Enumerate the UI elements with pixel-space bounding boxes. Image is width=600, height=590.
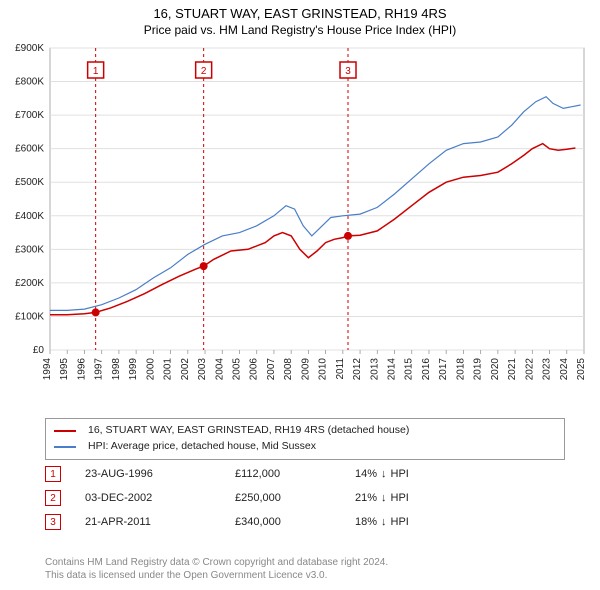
svg-text:£0: £0 xyxy=(33,345,45,356)
svg-text:2012: 2012 xyxy=(352,358,363,381)
transaction-row-2: 2 03-DEC-2002 £250,000 21% ↓ HPI xyxy=(45,486,565,510)
svg-text:2003: 2003 xyxy=(197,358,208,381)
transaction-table: 1 23-AUG-1996 £112,000 14% ↓ HPI 2 03-DE… xyxy=(45,462,565,534)
footnote-line1: Contains HM Land Registry data © Crown c… xyxy=(45,556,565,569)
svg-text:£300K: £300K xyxy=(15,244,44,255)
svg-text:2014: 2014 xyxy=(387,358,398,381)
svg-text:1: 1 xyxy=(93,66,99,77)
transaction-marker-1: 1 xyxy=(45,466,61,482)
svg-text:1997: 1997 xyxy=(94,358,105,381)
title-block: 16, STUART WAY, EAST GRINSTEAD, RH19 4RS… xyxy=(0,0,600,37)
svg-text:2023: 2023 xyxy=(542,358,553,381)
transaction-date-1: 23-AUG-1996 xyxy=(85,468,235,480)
svg-text:2019: 2019 xyxy=(473,358,484,381)
svg-text:2017: 2017 xyxy=(438,358,449,381)
svg-text:2: 2 xyxy=(201,66,207,77)
legend-swatch-property xyxy=(54,430,76,432)
transaction-diff-2: 21% ↓ HPI xyxy=(355,492,409,504)
svg-text:2022: 2022 xyxy=(524,358,535,381)
chart-area: £0 £100K £200K £300K £400K £500K £600K £700K £80… xyxy=(0,42,600,412)
svg-text:2001: 2001 xyxy=(163,358,174,381)
svg-text:£900K: £900K xyxy=(15,43,44,54)
legend-row-property: 16, STUART WAY, EAST GRINSTEAD, RH19 4RS… xyxy=(54,423,556,439)
svg-text:£500K: £500K xyxy=(15,177,44,188)
title-line1: 16, STUART WAY, EAST GRINSTEAD, RH19 4RS xyxy=(0,6,600,21)
svg-text:2020: 2020 xyxy=(490,358,501,381)
svg-text:2006: 2006 xyxy=(249,358,260,381)
transaction-date-3: 21-APR-2011 xyxy=(85,516,235,528)
svg-text:£600K: £600K xyxy=(15,144,44,155)
legend-label-property: 16, STUART WAY, EAST GRINSTEAD, RH19 4RS… xyxy=(88,423,409,439)
transaction-price-1: £112,000 xyxy=(235,468,355,480)
down-arrow-icon: ↓ xyxy=(381,516,387,528)
svg-text:2000: 2000 xyxy=(145,358,156,381)
svg-text:£200K: £200K xyxy=(15,278,44,289)
transaction-diff-1: 14% ↓ HPI xyxy=(355,468,409,480)
line-chart-svg: £0 £100K £200K £300K £400K £500K £600K £700K £80… xyxy=(0,42,600,412)
svg-text:£100K: £100K xyxy=(15,311,44,322)
svg-text:1998: 1998 xyxy=(111,358,122,381)
down-arrow-icon: ↓ xyxy=(381,468,387,480)
svg-text:2013: 2013 xyxy=(369,358,380,381)
svg-text:2004: 2004 xyxy=(214,358,225,381)
footnote: Contains HM Land Registry data © Crown c… xyxy=(45,556,565,582)
transaction-marker-3: 3 xyxy=(45,514,61,530)
svg-text:2024: 2024 xyxy=(559,358,570,381)
chart-container: 16, STUART WAY, EAST GRINSTEAD, RH19 4RS… xyxy=(0,0,600,590)
transaction-price-2: £250,000 xyxy=(235,492,355,504)
svg-text:1994: 1994 xyxy=(42,358,53,381)
transaction-diff-3: 18% ↓ HPI xyxy=(355,516,409,528)
legend: 16, STUART WAY, EAST GRINSTEAD, RH19 4RS… xyxy=(45,418,565,460)
transaction-row-3: 3 21-APR-2011 £340,000 18% ↓ HPI xyxy=(45,510,565,534)
svg-text:1995: 1995 xyxy=(59,358,70,381)
svg-text:2010: 2010 xyxy=(318,358,329,381)
svg-text:1999: 1999 xyxy=(128,358,139,381)
svg-text:2008: 2008 xyxy=(283,358,294,381)
svg-text:2011: 2011 xyxy=(335,358,346,380)
svg-text:2005: 2005 xyxy=(231,358,242,381)
svg-text:£800K: £800K xyxy=(15,77,44,88)
transaction-row-1: 1 23-AUG-1996 £112,000 14% ↓ HPI xyxy=(45,462,565,486)
footnote-line2: This data is licensed under the Open Gov… xyxy=(45,569,565,582)
svg-text:£400K: £400K xyxy=(15,211,44,222)
legend-row-hpi: HPI: Average price, detached house, Mid … xyxy=(54,439,556,455)
svg-text:2018: 2018 xyxy=(455,358,466,381)
svg-text:1996: 1996 xyxy=(76,358,87,381)
transaction-marker-2: 2 xyxy=(45,490,61,506)
svg-text:2002: 2002 xyxy=(180,358,191,381)
svg-text:2016: 2016 xyxy=(421,358,432,381)
svg-text:2021: 2021 xyxy=(507,358,518,381)
svg-text:2007: 2007 xyxy=(266,358,277,381)
legend-swatch-hpi xyxy=(54,446,76,448)
svg-text:2009: 2009 xyxy=(300,358,311,381)
svg-text:2025: 2025 xyxy=(576,358,587,381)
svg-text:£700K: £700K xyxy=(15,110,44,121)
title-line2: Price paid vs. HM Land Registry's House … xyxy=(0,23,600,37)
svg-text:2015: 2015 xyxy=(404,358,415,381)
transaction-date-2: 03-DEC-2002 xyxy=(85,492,235,504)
svg-text:3: 3 xyxy=(345,66,351,77)
legend-label-hpi: HPI: Average price, detached house, Mid … xyxy=(88,439,316,455)
transaction-price-3: £340,000 xyxy=(235,516,355,528)
down-arrow-icon: ↓ xyxy=(381,492,387,504)
